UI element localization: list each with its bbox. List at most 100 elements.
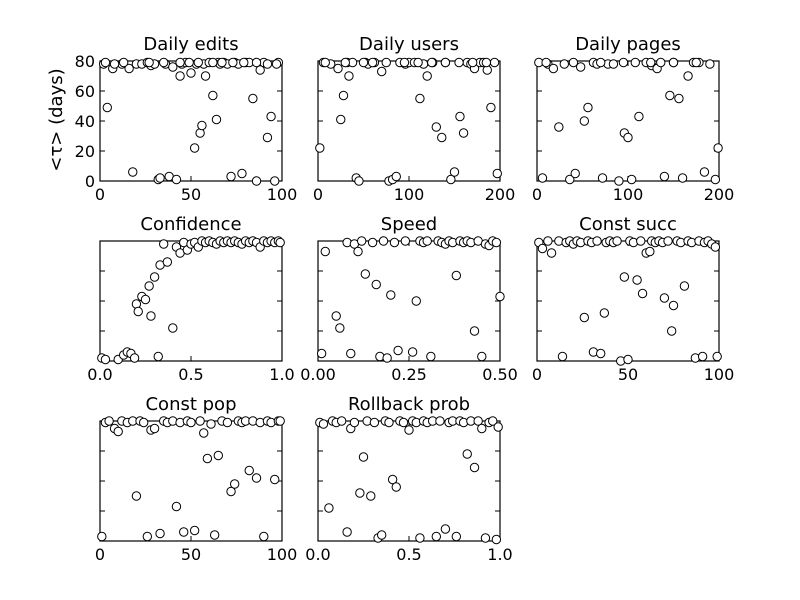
data-point [199, 428, 209, 438]
data-point [208, 90, 218, 101]
y-tick-label: 40 [75, 112, 95, 131]
axes-frame [536, 60, 720, 182]
data-point [697, 351, 708, 362]
data-point [579, 116, 590, 126]
data-point [382, 353, 392, 363]
x-tick-label: 0.50 [482, 365, 518, 384]
data-point [100, 354, 111, 365]
data-point [446, 174, 456, 185]
data-point [175, 57, 185, 68]
data-point [251, 473, 262, 483]
data-point [384, 417, 394, 428]
y-axis-label: <τ> (days) [46, 68, 67, 171]
data-point [469, 326, 480, 336]
data-point [316, 348, 327, 359]
data-point [583, 102, 593, 113]
data-point [244, 465, 254, 476]
data-point [480, 533, 491, 543]
data-point [162, 257, 173, 267]
data-point [546, 248, 557, 258]
data-point [228, 57, 238, 68]
data-point [592, 236, 602, 246]
data-point [239, 57, 249, 68]
scatter-panel: Daily users 0 100 200 [313, 34, 515, 204]
x-tick-label: 0 [95, 185, 105, 204]
data-point [646, 57, 656, 68]
data-point [618, 57, 629, 68]
data-point [133, 306, 143, 317]
data-point [226, 171, 236, 182]
data-point [251, 57, 262, 68]
data-point [537, 173, 548, 183]
x-tick-label: 0 [532, 185, 542, 204]
data-point [537, 243, 548, 254]
data-point [614, 176, 624, 186]
data-point [710, 174, 721, 185]
data-point [477, 351, 487, 362]
x-tick-label: 0.00 [300, 365, 336, 384]
data-point [189, 143, 200, 153]
data-point [398, 417, 409, 428]
data-point [377, 66, 387, 77]
data-point [568, 57, 579, 68]
data-point [344, 71, 354, 81]
data-point [677, 173, 688, 183]
panel-title: Rollback prob [348, 394, 470, 415]
scatter-panel: Rollback prob 0.0 0.5 1.0 [305, 394, 512, 564]
data-point [468, 57, 478, 68]
data-point [171, 501, 182, 512]
data-point [149, 272, 160, 282]
data-point [488, 416, 498, 426]
axes-frame [317, 420, 501, 542]
data-point [229, 479, 240, 489]
data-point [275, 237, 285, 248]
data-point [455, 111, 465, 122]
data-point [404, 425, 414, 435]
data-point [336, 114, 346, 125]
data-point [184, 57, 194, 68]
data-point [427, 57, 437, 68]
data-point [666, 326, 677, 336]
data-point [262, 132, 273, 143]
x-tick-label: 50 [618, 365, 638, 384]
data-point [197, 120, 207, 131]
data-point [623, 132, 633, 143]
data-point [275, 416, 285, 426]
data-point [100, 57, 111, 68]
data-point [97, 531, 107, 542]
data-point [102, 102, 112, 113]
data-point [451, 531, 462, 542]
data-point [315, 143, 325, 153]
data-point [632, 275, 642, 285]
data-point [195, 416, 205, 426]
data-point [367, 57, 378, 68]
data-point [481, 57, 492, 68]
data-point [541, 57, 551, 68]
data-point [699, 167, 710, 177]
axes-frame [317, 60, 501, 182]
x-tick-label: 0 [532, 365, 542, 384]
data-point [431, 122, 441, 132]
data-point [369, 417, 380, 428]
data-point [636, 236, 646, 246]
data-point [389, 237, 400, 248]
data-point [128, 167, 138, 177]
scatter-panel: Const succ 0 50 100 [532, 214, 734, 384]
scatter-panel: Daily edits 0 50 100 0 20 40 60 80 [75, 34, 298, 204]
data-point [208, 57, 218, 68]
data-point [491, 237, 502, 248]
data-point [109, 59, 120, 69]
data-point [206, 419, 216, 429]
data-point [358, 452, 369, 462]
data-point [118, 57, 129, 68]
data-point [557, 351, 568, 362]
data-point [386, 290, 396, 300]
data-point [451, 270, 462, 281]
data-point [255, 65, 265, 75]
data-point [320, 246, 330, 257]
data-point [575, 62, 586, 72]
scatter-panel: Daily pages 0 100 200 [532, 34, 734, 204]
x-tick-label: 50 [181, 545, 201, 564]
data-point [346, 348, 356, 359]
data-point [355, 488, 365, 498]
